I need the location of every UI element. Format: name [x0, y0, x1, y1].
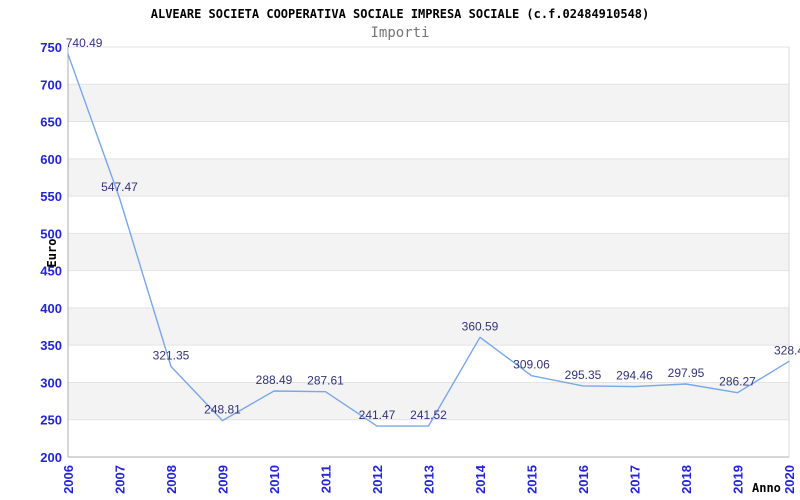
- x-tick-label: 2018: [679, 465, 694, 494]
- point-label: 547.47: [101, 180, 138, 194]
- y-tick-label: 400: [40, 301, 62, 316]
- x-tick-label: 2019: [731, 465, 746, 494]
- x-axis-title: Anno: [752, 481, 781, 495]
- x-tick-label: 2012: [370, 465, 385, 494]
- x-tick-label: 2013: [422, 465, 437, 494]
- point-label: 288.49: [256, 373, 293, 387]
- x-tick-label: 2016: [576, 465, 591, 494]
- point-label: 321.35: [153, 349, 190, 363]
- point-label: 740.49: [66, 36, 103, 50]
- point-label: 286.27: [719, 375, 756, 389]
- point-label: 309.06: [513, 358, 550, 372]
- y-tick-label: 350: [40, 338, 62, 353]
- point-label: 294.46: [616, 369, 653, 383]
- x-tick-label: 2009: [216, 465, 231, 494]
- y-tick-label: 250: [40, 413, 62, 428]
- y-tick-label: 550: [40, 189, 62, 204]
- y-tick-label: 650: [40, 115, 62, 130]
- x-tick-label: 2017: [628, 465, 643, 494]
- x-tick-label: 2010: [267, 465, 282, 494]
- point-label: 248.81: [204, 403, 241, 417]
- x-tick-label: 2014: [473, 464, 488, 494]
- x-tick-label: 2007: [113, 465, 128, 494]
- y-tick-label: 600: [40, 152, 62, 167]
- plot-band: [68, 158, 789, 197]
- plot-band: [68, 307, 789, 346]
- point-label: 297.95: [668, 366, 705, 380]
- y-axis-title: Euro: [45, 238, 59, 268]
- point-label: 287.61: [307, 374, 344, 388]
- x-tick-label: 2020: [782, 465, 797, 494]
- y-tick-label: 300: [40, 375, 62, 390]
- chart-subtitle: Importi: [370, 25, 430, 41]
- x-tick-label: 2006: [61, 465, 76, 494]
- x-tick-label: 2008: [164, 465, 179, 494]
- x-tick-label: 2015: [525, 465, 540, 494]
- point-label: 295.35: [565, 368, 602, 382]
- plot-band: [68, 233, 789, 271]
- y-tick-label: 450: [40, 264, 62, 279]
- y-tick-label: 200: [40, 450, 62, 465]
- plot-band: [68, 84, 789, 122]
- y-tick-label: 700: [40, 77, 62, 92]
- chart-title: ALVEARE SOCIETA COOPERATIVA SOCIALE IMPR…: [150, 7, 650, 21]
- x-tick-label: 2011: [319, 465, 334, 493]
- plot-band: [68, 382, 789, 420]
- y-tick-label: 750: [40, 40, 62, 55]
- point-label: 360.59: [462, 319, 499, 333]
- y-tick-label: 500: [40, 226, 62, 241]
- point-label: 241.52: [410, 408, 447, 422]
- point-label: 241.47: [359, 408, 396, 422]
- point-label: 328.4: [774, 343, 800, 357]
- data-line: [67, 53, 790, 427]
